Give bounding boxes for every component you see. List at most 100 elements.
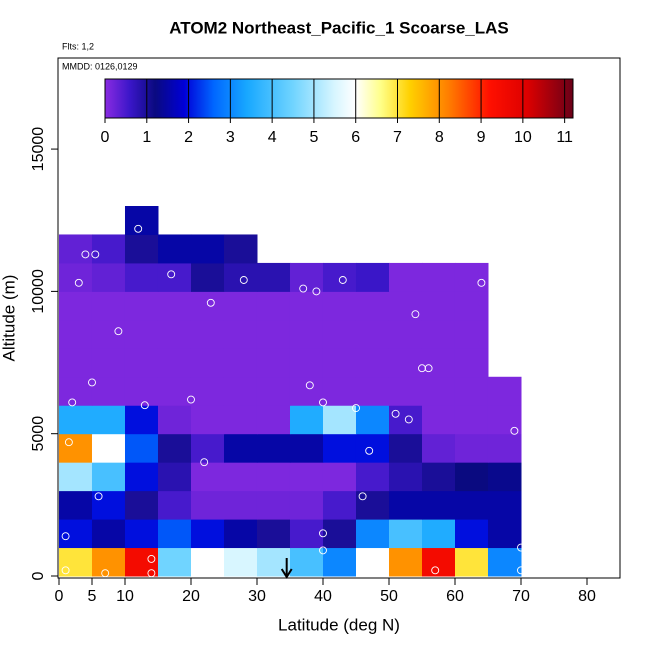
annotation: MMDD: 0126,0129 [62,61,138,71]
heat-cell [223,490,258,520]
heat-cell [91,490,126,520]
sample-point [517,566,525,575]
heat-cell [322,433,357,463]
heat-cell [223,376,258,406]
heat-cell [58,490,93,520]
x-tick-label: 70 [512,588,530,605]
heat-cell [454,291,489,321]
sample-point [187,395,195,404]
heat-cell [487,462,522,492]
heat-cell [487,376,522,406]
heat-cell [487,519,522,549]
colorbar-tick-label: 8 [435,129,444,146]
sample-point [200,458,209,467]
heat-cell [157,376,192,406]
colorbar-tick-label: 1 [142,129,151,146]
heat-cell [58,348,93,378]
heat-cell [421,490,456,520]
heat-cell [190,433,225,463]
heat-cell [124,234,159,264]
heat-cell [421,462,456,492]
heat-cell [421,376,456,406]
heat-cell [388,319,423,349]
heat-cell [124,405,159,435]
y-tick-label: 15000 [30,127,47,172]
sample-point [319,398,327,407]
heat-cell [322,348,357,378]
heat-cell [289,490,324,520]
heat-cell [388,291,423,321]
heat-cell [124,519,159,549]
heat-cell [223,462,258,492]
heat-cell [421,433,456,463]
heat-cell [388,490,423,520]
heat-cell [157,291,192,321]
sample-point [74,278,83,287]
heat-cell [322,547,357,577]
heat-cell [124,490,159,520]
heat-cell [487,405,522,435]
heat-cell [388,519,423,549]
heat-cell [124,319,159,349]
heat-cell [355,319,390,349]
plot-frame [57,57,621,579]
sample-point [114,327,123,336]
heat-cell [289,376,324,406]
heat-cell [256,462,291,492]
heat-cell [58,291,93,321]
colorbar-tick-label: 4 [268,129,277,146]
heat-cell [124,206,159,235]
heat-cell [58,462,93,492]
x-tick-label: 20 [182,588,200,605]
heat-cell [355,490,390,520]
heat-cell [157,547,192,577]
sample-point [94,492,103,501]
heat-cell [355,348,390,378]
heat-cell [421,405,456,435]
heat-cell [454,405,489,435]
sample-point [431,566,440,575]
heat-cell [454,462,489,492]
heat-cell [256,405,291,435]
heat-cell [388,433,423,463]
heat-cell [256,348,291,378]
heat-cell [322,519,357,549]
sample-point [338,276,347,284]
heat-cell [190,462,225,492]
heat-cell [454,376,489,406]
heat-cell [454,262,489,292]
heat-cell [289,519,324,549]
heat-cell [388,348,423,378]
heat-cell [223,319,258,349]
chart-title: ATOM2 Northeast_Pacific_1 Scoarse_LAS [169,18,509,37]
heat-cell [124,262,159,292]
heat-cell [322,291,357,321]
heat-cell [454,319,489,349]
heat-cell [190,348,225,378]
heat-cell [322,319,357,349]
sample-point [517,543,525,552]
sample-point [319,529,327,538]
sample-point [305,381,314,390]
heat-cell [355,291,390,321]
heat-cell [190,405,225,435]
heat-cell [157,348,192,378]
heat-cell [256,291,291,321]
heat-cell [256,262,291,292]
sample-point [319,546,327,555]
sample-point [206,298,215,307]
heat-cell [58,433,93,463]
heat-cell [157,462,192,492]
heat-cell [388,376,423,406]
heat-cell [355,433,390,463]
y-tick-label: 5000 [30,416,47,452]
x-tick-label: 60 [446,588,464,605]
heat-cell [124,291,159,321]
heat-cell [190,376,225,406]
heat-cell [91,462,126,492]
heat-cell [223,433,258,463]
heat-cell [58,519,93,549]
sample-point [81,250,90,259]
sample-point [61,532,70,541]
heat-cell [157,262,192,292]
